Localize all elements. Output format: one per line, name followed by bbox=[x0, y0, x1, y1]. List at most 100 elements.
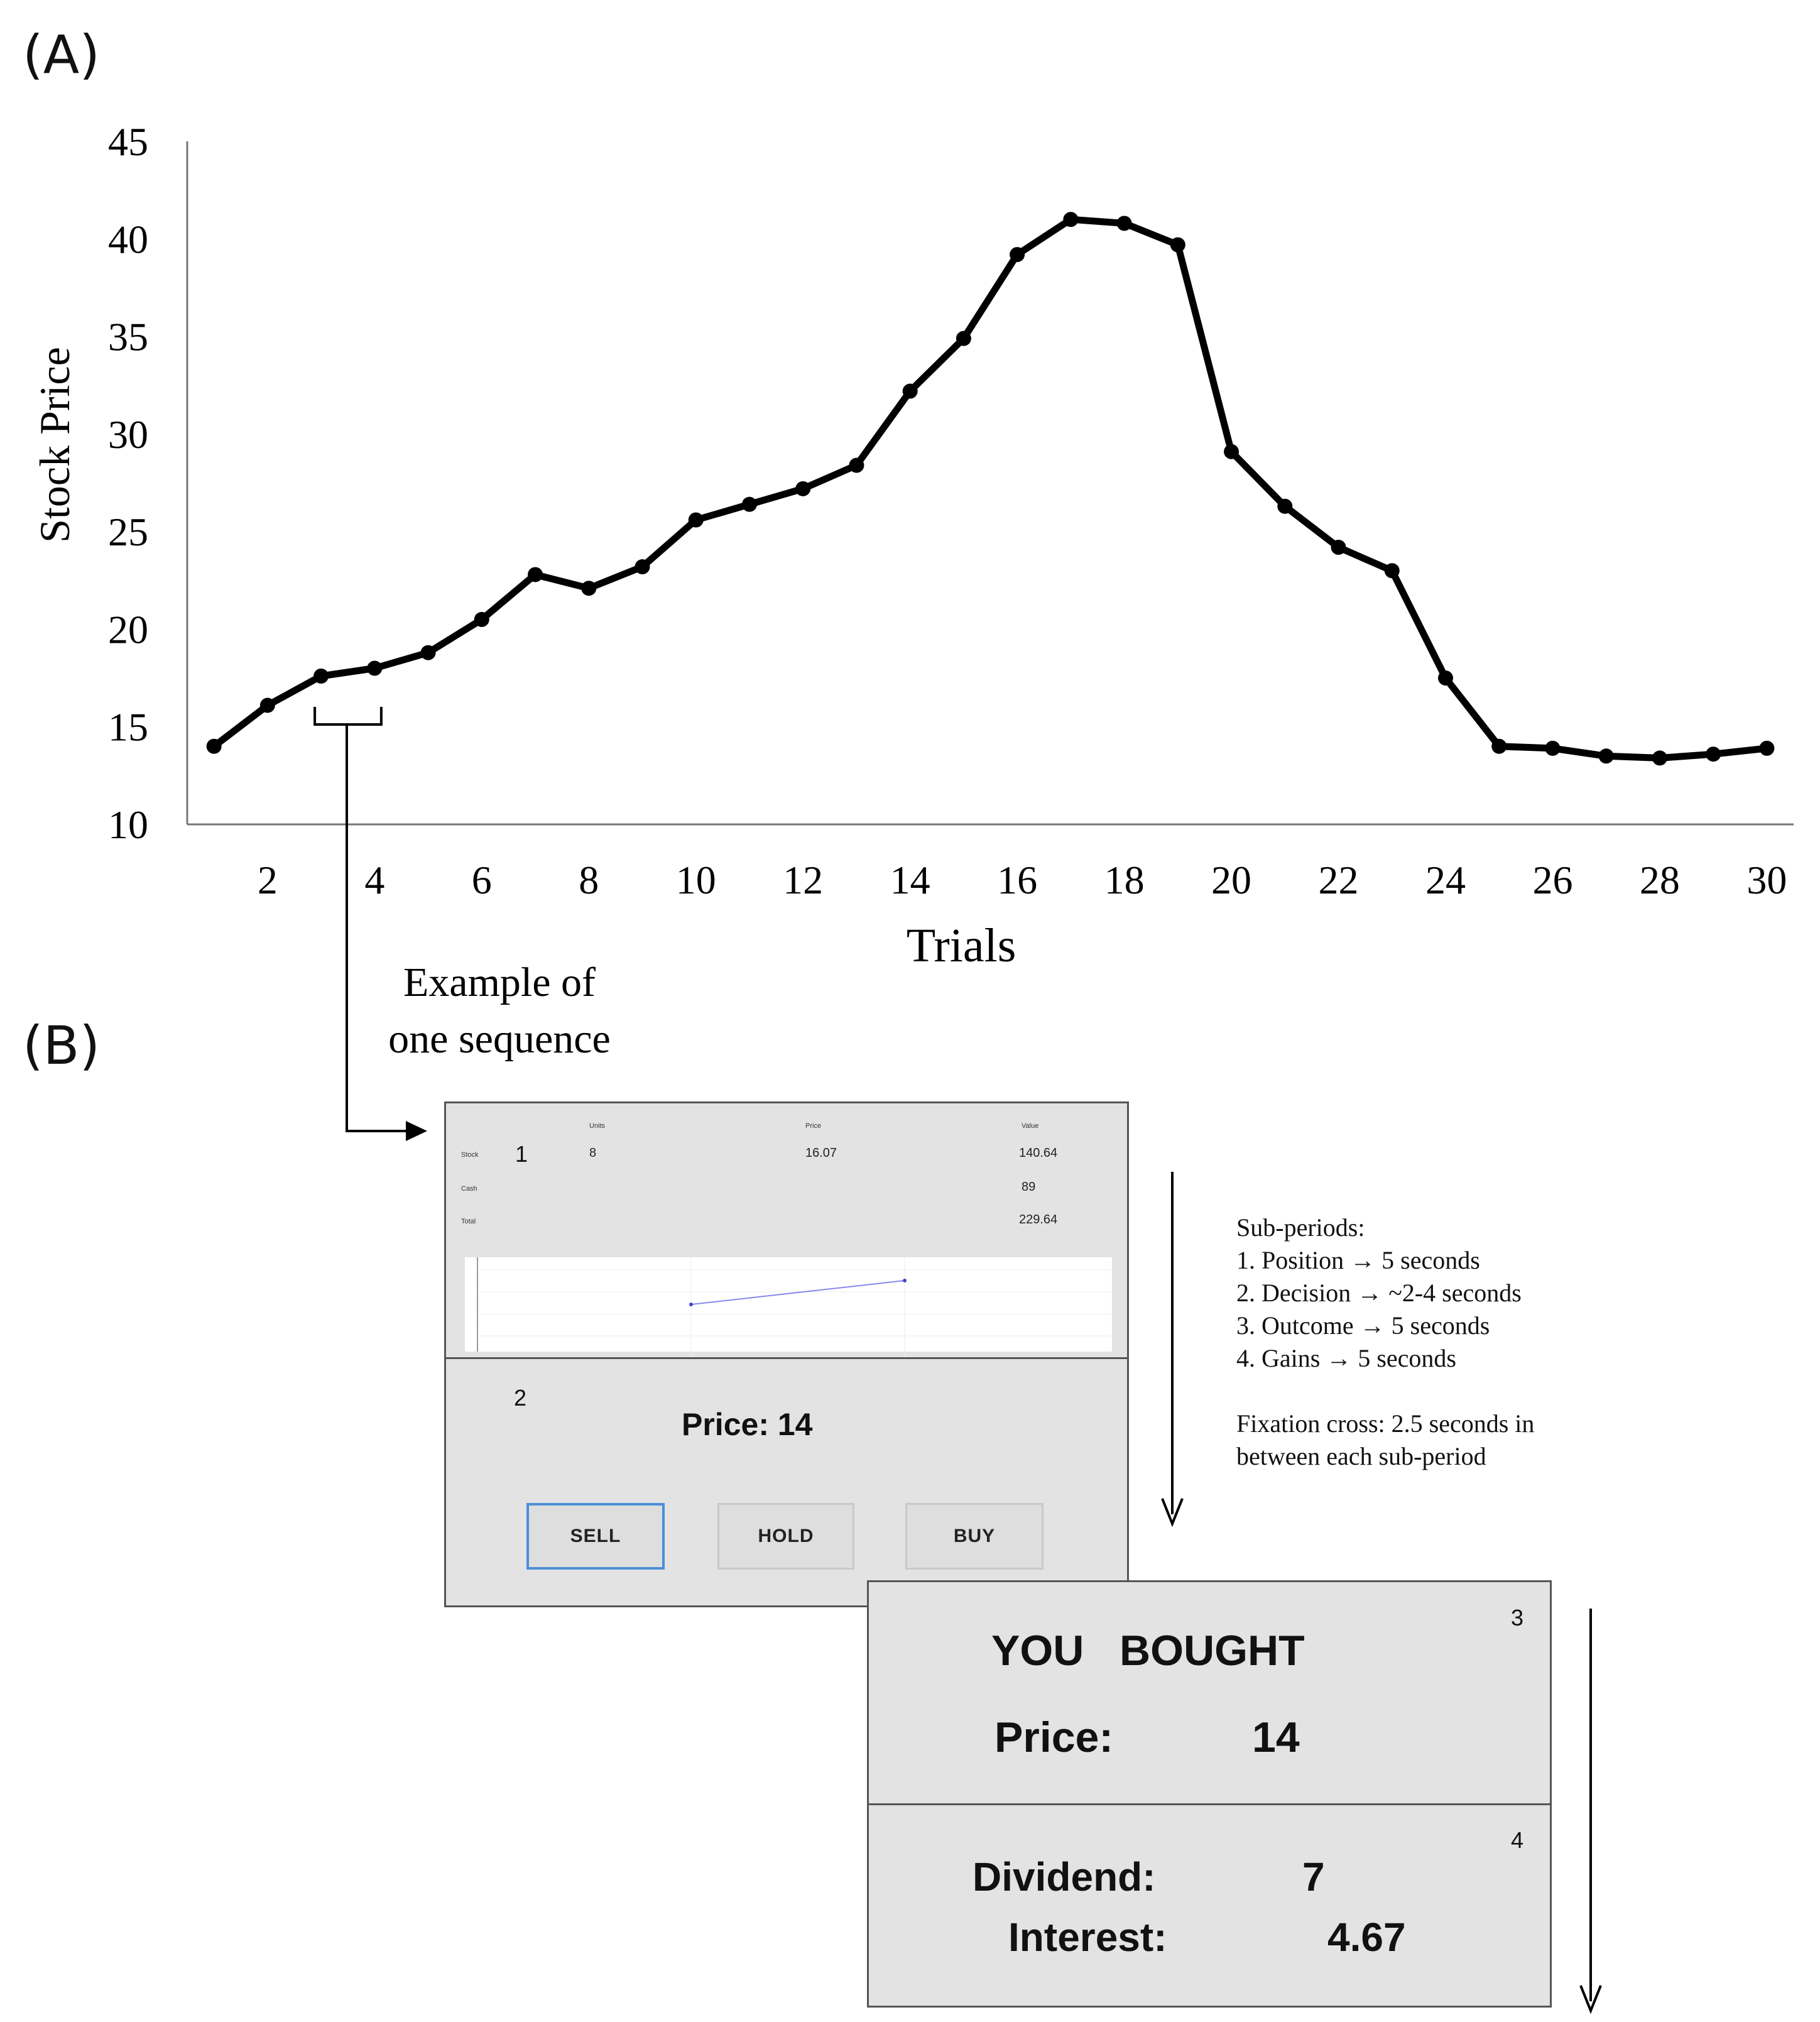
notes-item-decision: 2. Decision → ~2-4 seconds bbox=[1236, 1279, 1522, 1307]
data-point bbox=[1331, 539, 1346, 555]
series-line bbox=[212, 216, 1767, 762]
data-point bbox=[1170, 237, 1185, 253]
screen-divider bbox=[446, 1357, 1127, 1359]
sell-button[interactable]: SELL bbox=[526, 1503, 665, 1570]
data-point bbox=[420, 645, 436, 660]
x-tick-label: 6 bbox=[472, 858, 492, 902]
data-point bbox=[1063, 212, 1079, 227]
notes-fixation-line-1: Fixation cross: 2.5 seconds in bbox=[1236, 1409, 1535, 1438]
screen3-number: 3 bbox=[1511, 1605, 1524, 1631]
sequence-bracket bbox=[313, 707, 383, 726]
annotation-line-2: one sequence bbox=[388, 1016, 611, 1062]
x-tick-label: 30 bbox=[1746, 858, 1787, 902]
outcome-headline: YOU BOUGHT bbox=[991, 1627, 1305, 1675]
data-point bbox=[635, 559, 650, 575]
hold-button[interactable]: HOLD bbox=[717, 1503, 854, 1570]
screen1-number: 1 bbox=[515, 1141, 528, 1167]
row-cash-label: Cash bbox=[461, 1185, 477, 1193]
x-tick-labels: 2 4 6 8 10 12 14 16 18 20 22 24 26 28 30 bbox=[258, 858, 1787, 902]
notes-title: Sub-periods: bbox=[1236, 1213, 1365, 1242]
y-tick-label: 35 bbox=[108, 315, 148, 359]
x-tick-label: 16 bbox=[997, 858, 1037, 902]
dividend-label: Dividend: bbox=[973, 1854, 1156, 1899]
screen4-number: 4 bbox=[1511, 1827, 1524, 1853]
series-points bbox=[206, 212, 1775, 766]
total-value: 229.64 bbox=[1019, 1213, 1058, 1227]
x-tick-label: 22 bbox=[1319, 858, 1359, 902]
data-point bbox=[1010, 247, 1025, 263]
y-tick-label: 15 bbox=[108, 705, 148, 750]
data-point bbox=[206, 738, 222, 754]
data-point bbox=[1491, 738, 1507, 754]
notes-item-gains: 4. Gains → 5 seconds bbox=[1236, 1344, 1456, 1372]
data-point bbox=[956, 331, 971, 346]
y-tick-label: 20 bbox=[108, 607, 148, 652]
interest-label: Interest: bbox=[1008, 1915, 1167, 1960]
sub-period-notes: Sub-periods: 1. Position → 5 seconds 2. … bbox=[1236, 1211, 1534, 1473]
data-point bbox=[1706, 746, 1721, 762]
screen2-number: 2 bbox=[514, 1385, 527, 1411]
data-point bbox=[367, 660, 383, 676]
buy-button[interactable]: BUY bbox=[905, 1503, 1044, 1570]
x-tick-label: 8 bbox=[579, 858, 599, 902]
header-value: Value bbox=[1022, 1122, 1039, 1130]
x-tick-label: 4 bbox=[364, 858, 384, 902]
outcome-price-value: 14 bbox=[1252, 1713, 1300, 1761]
x-tick-label: 18 bbox=[1104, 858, 1145, 902]
outcome-price-label: Price: bbox=[994, 1713, 1113, 1761]
panel-a-label: (A) bbox=[23, 24, 101, 85]
price-value: 16.07 bbox=[805, 1146, 837, 1160]
data-point bbox=[581, 581, 597, 596]
stock-value: 140.64 bbox=[1019, 1146, 1058, 1160]
x-tick-label: 20 bbox=[1211, 858, 1251, 902]
screen-divider-2 bbox=[869, 1803, 1550, 1805]
screen2-price: Price: 14 bbox=[682, 1407, 813, 1442]
y-tick-label: 10 bbox=[108, 802, 148, 847]
x-tick-label: 10 bbox=[676, 858, 716, 902]
interest-value: 4.67 bbox=[1327, 1915, 1406, 1960]
screen-outcome-gains: 3 YOU BOUGHT Price: 14 4 Dividend: 7 Int… bbox=[867, 1580, 1552, 2008]
data-point bbox=[1598, 748, 1614, 764]
mini-price-chart bbox=[465, 1257, 1112, 1358]
x-tick-label: 12 bbox=[783, 858, 823, 902]
y-tick-label: 40 bbox=[108, 217, 148, 261]
data-point bbox=[1384, 563, 1400, 579]
x-tick-label: 24 bbox=[1425, 858, 1466, 902]
notes-fixation-line-2: between each sub-period bbox=[1236, 1442, 1486, 1470]
x-axis-label: Trials bbox=[907, 919, 1016, 972]
y-tick-labels: 10 15 20 25 30 35 40 45 bbox=[108, 119, 148, 847]
bracket-path bbox=[313, 707, 383, 726]
header-price: Price bbox=[805, 1122, 822, 1130]
data-point bbox=[259, 697, 275, 713]
x-tick-label: 14 bbox=[890, 858, 930, 902]
panel-b-label: (B) bbox=[23, 1015, 101, 1076]
x-tick-label: 26 bbox=[1532, 858, 1572, 902]
data-point bbox=[474, 611, 489, 627]
y-tick-label: 30 bbox=[108, 412, 148, 457]
data-point bbox=[849, 457, 864, 473]
x-tick-label: 28 bbox=[1640, 858, 1680, 902]
cash-value: 89 bbox=[1022, 1180, 1036, 1194]
data-point bbox=[741, 496, 757, 512]
chart-axes bbox=[186, 141, 1794, 826]
data-point bbox=[795, 481, 811, 496]
notes-item-position: 1. Position → 5 seconds bbox=[1236, 1246, 1480, 1274]
data-point bbox=[1652, 750, 1667, 766]
row-total-label: Total bbox=[461, 1218, 476, 1225]
x-tick-label: 2 bbox=[258, 858, 278, 902]
data-point bbox=[1437, 670, 1453, 686]
data-point bbox=[1116, 216, 1132, 231]
data-point bbox=[1277, 498, 1293, 514]
data-point bbox=[902, 383, 918, 399]
y-tick-label: 45 bbox=[108, 119, 148, 164]
data-point bbox=[688, 512, 704, 528]
dividend-value: 7 bbox=[1302, 1854, 1325, 1899]
data-point bbox=[1545, 740, 1561, 756]
screen-position-decision: 1 Units Price Value Stock Cash Total 8 1… bbox=[444, 1101, 1129, 1607]
header-units: Units bbox=[589, 1122, 606, 1130]
row-stock-label: Stock bbox=[461, 1151, 479, 1159]
data-point bbox=[1759, 740, 1775, 756]
y-axis-label: Stock Price bbox=[31, 347, 79, 543]
data-point bbox=[1224, 444, 1240, 459]
